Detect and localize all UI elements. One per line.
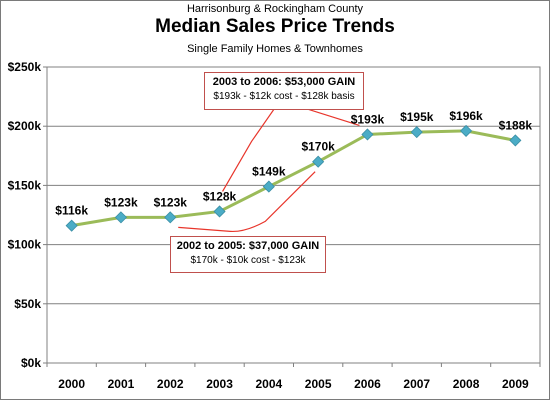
chart-title: Median Sales Price Trends (155, 16, 395, 37)
data-label: $195k (400, 110, 434, 124)
data-point (262, 180, 275, 193)
data-point (312, 155, 325, 168)
data-label: $128k (203, 189, 237, 203)
y-tick-label: $150k (8, 178, 42, 192)
annotation-box-2003-2006: 2003 to 2006: $53,000 GAIN $193k - $12k … (204, 72, 364, 110)
y-tick-label: $250k (8, 60, 42, 74)
annotation-stroke-2002-2005 (178, 171, 316, 233)
data-label: $193k (351, 112, 385, 126)
data-label: $170k (301, 140, 335, 154)
x-tick-label: 2004 (255, 377, 282, 391)
data-point (164, 211, 177, 224)
chart-subtitle-2: Single Family Homes & Townhomes (187, 43, 363, 55)
data-label: $116k (55, 204, 88, 218)
x-tick-label: 2007 (403, 377, 430, 391)
x-tick-label: 2000 (58, 377, 85, 391)
chart-subtitle: Harrisonburg & Rockingham County (186, 3, 364, 15)
data-label: $149k (252, 165, 286, 179)
annotation-box-2002-2005: 2002 to 2005: $37,000 GAIN $170k - $10k … (170, 236, 326, 273)
x-tick-label: 2003 (206, 377, 233, 391)
annotation-line-1: 2003 to 2006: $53,000 GAIN (212, 76, 356, 88)
data-point (410, 126, 423, 139)
annotation-line-2: $193k - $12k cost - $128k basis (213, 91, 355, 102)
x-tick-label: 2001 (108, 377, 135, 391)
data-label: $123k (154, 195, 188, 209)
annotation-line-1: 2002 to 2005: $37,000 GAIN (176, 240, 320, 252)
plot-area (46, 66, 541, 364)
y-tick-label: $100k (8, 238, 42, 252)
series-line (71, 129, 516, 228)
data-label: $196k (449, 109, 483, 123)
data-point (114, 211, 128, 224)
x-tick-label: 2008 (453, 377, 480, 391)
annotation-line-2: $170k - $10k cost - $123k (190, 255, 306, 266)
data-point (459, 124, 473, 138)
data-label: $123k (104, 195, 138, 209)
data-point (213, 205, 226, 218)
x-tick-label: 2009 (502, 377, 529, 391)
y-tick-label: $200k (8, 119, 42, 133)
data-label: $188k (499, 118, 533, 132)
x-tick-label: 2006 (354, 377, 381, 391)
x-tick-label: 2002 (157, 377, 184, 391)
y-tick-label: $0k (21, 356, 41, 370)
x-tick-label: 2005 (305, 377, 332, 391)
y-tick-label: $50k (14, 297, 41, 311)
data-point (361, 128, 374, 141)
data-point (65, 219, 78, 232)
data-point (509, 134, 522, 147)
